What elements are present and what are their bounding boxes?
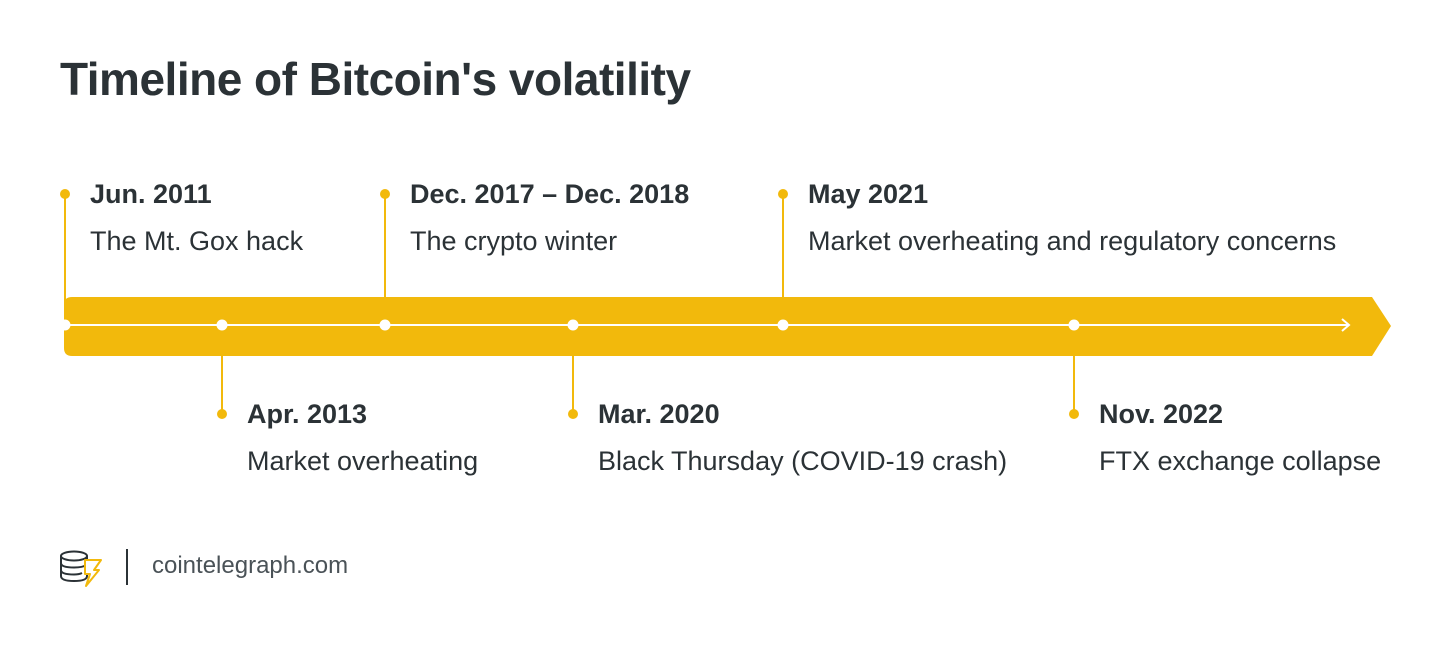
event-date: May 2021 — [808, 179, 929, 209]
event-nov-2022: Nov. 2022 FTX exchange collapse — [1099, 397, 1381, 478]
event-label-dot — [1069, 409, 1079, 419]
event-date: Mar. 2020 — [598, 399, 720, 429]
event-axis-dot — [59, 319, 71, 331]
event-label-dot — [778, 189, 788, 199]
event-description: The crypto winter — [410, 226, 618, 256]
footer-site-name: cointelegraph.com — [152, 552, 349, 579]
timeline-arrow-band — [64, 297, 1391, 356]
event-may-2021: May 2021 Market overheating and regulato… — [808, 177, 1336, 258]
footer-separator — [126, 549, 128, 585]
event-label-dot — [568, 409, 578, 419]
event-axis-dot — [216, 319, 228, 331]
event-label-dot — [380, 189, 390, 199]
page-title: Timeline of Bitcoin's volatility — [60, 53, 691, 105]
event-apr-2013: Apr. 2013 Market overheating — [247, 397, 478, 478]
timeline-arrowhead-icon — [1341, 318, 1351, 332]
event-description: Market overheating and regulatory concer… — [808, 226, 1337, 256]
event-description: The Mt. Gox hack — [90, 226, 304, 256]
event-jun-2011: Jun. 2011 The Mt. Gox hack — [90, 177, 303, 258]
event-axis-dot — [379, 319, 391, 331]
event-date: Dec. 2017 – Dec. 2018 — [410, 179, 690, 209]
event-axis-dot — [567, 319, 579, 331]
event-description: FTX exchange collapse — [1099, 446, 1382, 476]
event-axis-dot — [1068, 319, 1080, 331]
event-description: Black Thursday (COVID-19 crash) — [598, 446, 1008, 476]
event-date: Jun. 2011 — [90, 179, 212, 209]
event-axis-dot — [777, 319, 789, 331]
event-date: Nov. 2022 — [1099, 399, 1224, 429]
event-dec-2017-dec-2018: Dec. 2017 – Dec. 2018 The crypto winter — [410, 177, 689, 258]
event-description: Market overheating — [247, 446, 479, 476]
event-date: Apr. 2013 — [247, 399, 368, 429]
event-label-dot — [60, 189, 70, 199]
event-mar-2020: Mar. 2020 Black Thursday (COVID-19 crash… — [598, 397, 1007, 478]
event-label-dot — [217, 409, 227, 419]
cointelegraph-logo-icon — [60, 550, 102, 587]
